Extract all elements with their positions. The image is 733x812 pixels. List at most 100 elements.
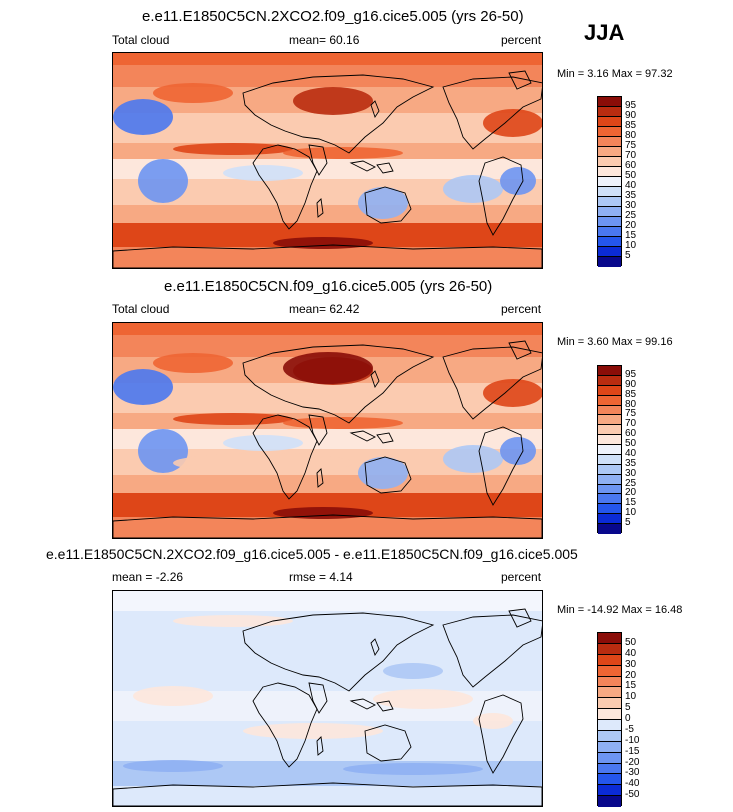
colorbar-tick-label: 10 [625,240,637,251]
colorbar-swatch [598,633,621,644]
colorbar-tick-label: -10 [625,734,640,746]
colorbar-tick-label: -20 [625,756,640,768]
colorbar-swatch [598,709,621,720]
colorbar-swatch [598,474,621,485]
panel-3-mean-label: mean = -2.26 [112,570,184,584]
colorbar-tick-label: 40 [625,647,637,659]
colorbar-tick-label: 15 [625,680,637,692]
colorbar-tick-label: -15 [625,745,640,757]
colorbar-swatch [598,454,621,465]
colorbar-swatch [598,207,621,217]
colorbar-tick-label: 10 [625,507,637,519]
colorbar-swatch [598,763,621,775]
colorbar-swatch [598,435,621,445]
panel-3-rmse-label: rmse = 4.14 [289,570,353,584]
colorbar-swatch [598,654,621,666]
panel-2-variable-label: Total cloud [112,302,170,316]
colorbar-swatch [598,698,621,710]
colorbar-swatch [598,147,621,157]
colorbar-swatch [598,177,621,187]
colorbar-swatch [598,107,621,117]
colorbar-swatch [598,687,621,699]
colorbar-swatch [598,415,621,426]
colorbar-tick-label: 70 [625,418,637,430]
colorbar-swatch [598,137,621,147]
colorbar-swatch [598,730,621,742]
colorbar-tick-label: 75 [625,408,637,420]
colorbar-swatch [598,97,621,107]
colorbar-tick-label: 60 [625,428,637,440]
colorbar-swatch [598,197,621,207]
panel-2-map [112,322,543,539]
colorbar-swatch [598,257,621,267]
colorbar-swatch [598,117,621,127]
colorbar-tick-label: 30 [625,200,637,211]
colorbar-tick-label: 80 [625,130,637,141]
colorbar-tick-label: -40 [625,778,640,790]
colorbar-swatch [598,504,621,515]
colorbar-tick-label: 95 [625,368,637,380]
colorbar-swatch [598,127,621,137]
colorbar-tick-label: 50 [625,438,637,450]
colorbar-tick-label: 15 [625,497,637,509]
colorbar-swatch [598,375,621,386]
field [113,53,542,268]
colorbar-swatch [598,643,621,655]
colorbar-tick-label: 70 [625,150,637,161]
colorbar-swatch [598,741,621,753]
coastlines [113,340,542,538]
colorbar-tick-label: 15 [625,230,637,241]
colorbar-tick-label: 35 [625,457,637,469]
colorbar-swatch [598,217,621,227]
colorbar-swatch [598,665,621,677]
colorbar-swatch [598,237,621,247]
panel-1-units-label: percent [501,33,542,47]
colorbar-tick-label: 20 [625,220,637,231]
colorbar-tick-label: 60 [625,160,637,171]
colorbar-tick-label: 20 [625,487,637,499]
colorbar-swatch [598,227,621,237]
coastlines [113,70,542,268]
coastlines [113,608,542,806]
colorbar-tick-label: 5 [625,702,631,714]
colorbar-tick-label: 10 [625,691,637,703]
colorbar-swatch [598,464,621,475]
field [113,591,542,806]
colorbar-swatch [598,484,621,495]
panel-2-mean-label: mean= 62.42 [289,302,360,316]
season-label: JJA [584,20,625,45]
panel-2-title: e.e11.E1850C5CN.f09_g16.cice5.005 (yrs 2… [164,278,493,295]
field [113,323,542,538]
colorbar-swatch [598,445,621,455]
colorbar-tick-label: 40 [625,180,637,191]
panel-1-map [112,52,543,269]
colorbar-tick-label: 75 [625,140,637,151]
colorbar-tick-label: 25 [625,210,637,221]
panel-3-minmax: Min = -14.92 Max = 16.48 [557,604,683,616]
colorbar-swatch [598,720,621,731]
colorbar-swatch [598,385,621,396]
colorbar-tick-label: 35 [625,190,637,201]
panel-2-colorbar [597,365,622,534]
colorbar-tick-label: 0 [625,713,631,724]
panel-3-colorbar [597,632,622,807]
panel-1-mean-label: mean= 60.16 [289,33,360,47]
panel-1-minmax: Min = 3.16 Max = 97.32 [557,68,673,80]
colorbar-tick-label: 20 [625,669,637,681]
colorbar-tick-label: 40 [625,447,637,459]
colorbar-swatch [598,752,621,764]
panel-2-units-label: percent [501,302,542,316]
colorbar-swatch [598,676,621,688]
colorbar-tick-label: 90 [625,110,637,121]
colorbar-tick-label: -30 [625,767,640,779]
colorbar-swatch [598,785,621,797]
colorbar-tick-label: 25 [625,477,637,489]
colorbar-tick-label: 5 [625,517,631,529]
colorbar-swatch [598,796,621,807]
colorbar-swatch [598,514,621,524]
colorbar-swatch [598,366,621,376]
colorbar-tick-label: 30 [625,467,637,479]
panel-3-units-label: percent [501,570,542,584]
panel-2-minmax: Min = 3.60 Max = 99.16 [557,336,673,348]
colorbar-tick-label: 80 [625,398,637,410]
